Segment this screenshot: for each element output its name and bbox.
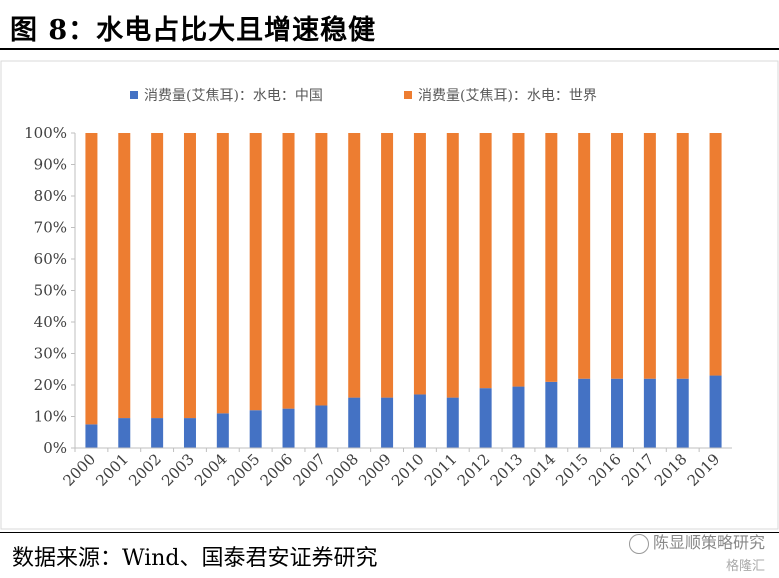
x-tick-label-2016: 2016	[585, 450, 625, 490]
bar-china-2016	[611, 378, 624, 448]
source-divider	[0, 532, 779, 533]
chart-container: 消费量(艾焦耳)：水电：中国 消费量(艾焦耳)：水电：世界 0% 10% 20% 30%…	[0, 60, 779, 530]
bar-china-2001	[118, 418, 131, 448]
bar-china-2002	[151, 418, 164, 448]
bar-world-2015	[578, 133, 591, 379]
legend-swatch-0	[130, 91, 138, 99]
x-tick-label-2013: 2013	[487, 450, 527, 490]
bar-world-2012	[479, 133, 492, 389]
y-tick-label: 50%	[34, 282, 67, 300]
bar-world-2018	[676, 133, 689, 379]
watermark-text: 陈显顺策略研究	[652, 533, 765, 552]
x-tick-label-2012: 2012	[454, 450, 494, 490]
x-tick-label-2017: 2017	[618, 450, 658, 490]
bar-china-2017	[643, 378, 656, 448]
bar-china-2003	[183, 418, 196, 448]
bar-world-2008	[348, 133, 361, 398]
y-tick-label: 30%	[34, 345, 67, 363]
x-tick-label-2019: 2019	[684, 450, 724, 490]
x-tick-label-2005: 2005	[224, 450, 264, 490]
x-tick-label-2002: 2002	[125, 450, 165, 490]
bar-china-2004	[216, 413, 229, 448]
x-tick-label-2018: 2018	[651, 450, 691, 490]
title-divider	[0, 48, 779, 50]
bar-china-2007	[315, 405, 328, 448]
chart-border	[0, 60, 779, 530]
legend-label-0: 消费量(艾焦耳)：水电：中国	[144, 88, 323, 104]
legend: 消费量(艾焦耳)：水电：中国 消费量(艾焦耳)：水电：世界	[130, 88, 597, 104]
bar-world-2017	[643, 133, 656, 379]
bar-china-2000	[85, 424, 98, 448]
bar-world-2011	[446, 133, 459, 398]
bar-china-2015	[578, 378, 591, 448]
bar-china-2006	[282, 408, 295, 448]
bar-world-2005	[249, 133, 262, 411]
y-tick-label: 90%	[34, 156, 67, 174]
x-tick-label-2004: 2004	[191, 450, 231, 490]
watermark-sub: 格隆汇	[725, 559, 765, 574]
bar-china-2009	[381, 397, 394, 448]
x-tick-label-2010: 2010	[388, 450, 428, 490]
bar-world-2009	[381, 133, 394, 398]
bar-world-2004	[216, 133, 229, 414]
bar-world-2003	[183, 133, 196, 419]
y-tick-label: 20%	[34, 376, 67, 394]
x-tick-label-2007: 2007	[289, 450, 329, 490]
stacked-bar-chart: 消费量(艾焦耳)：水电：中国 消费量(艾焦耳)：水电：世界 0% 10% 20% 30%…	[0, 60, 779, 530]
watermark: 陈显顺策略研究 格隆汇	[628, 532, 765, 578]
x-tick-label-2011: 2011	[421, 450, 461, 490]
bar-china-2013	[512, 386, 525, 448]
x-axis: 2000200120022003200420052006200720082009…	[60, 447, 732, 490]
x-tick-label-2001: 2001	[92, 450, 132, 490]
bar-world-2006	[282, 133, 295, 409]
bars	[85, 133, 722, 448]
y-tick-label: 80%	[34, 187, 67, 205]
legend-label-1: 消费量(艾焦耳)：水电：世界	[418, 88, 597, 104]
bar-china-2010	[413, 394, 426, 448]
figure-title: 图 8：水电占比大且增速稳健	[10, 15, 377, 46]
bar-world-2010	[413, 133, 426, 395]
wechat-icon	[628, 533, 649, 554]
x-tick-label-2015: 2015	[552, 450, 592, 490]
x-tick-label-2014: 2014	[519, 450, 559, 490]
y-tick-label: 40%	[34, 313, 67, 331]
x-tick-label-2009: 2009	[355, 450, 395, 490]
bar-world-2000	[85, 133, 98, 425]
bar-world-2001	[118, 133, 131, 419]
x-tick-label-2003: 2003	[158, 450, 198, 490]
bar-china-2018	[676, 378, 689, 448]
y-tick-label: 70%	[34, 219, 67, 237]
bar-world-2002	[151, 133, 164, 419]
x-tick-label-2006: 2006	[257, 450, 297, 490]
y-tick-label: 10%	[34, 408, 67, 426]
bar-world-2019	[709, 133, 722, 376]
x-tick-label-2008: 2008	[322, 450, 362, 490]
bar-world-2013	[512, 133, 525, 387]
bar-world-2007	[315, 133, 328, 406]
bar-china-2008	[348, 397, 361, 448]
source-note: 数据来源：Wind、国泰君安证券研究	[12, 546, 378, 571]
y-tick-label: 60%	[34, 250, 67, 268]
bar-china-2014	[545, 381, 558, 448]
y-tick-label: 0%	[43, 439, 67, 457]
bar-china-2012	[479, 388, 492, 448]
bar-china-2011	[446, 397, 459, 448]
bar-china-2005	[249, 410, 262, 448]
legend-swatch-1	[404, 91, 412, 99]
bar-world-2014	[545, 133, 558, 382]
y-tick-label: 100%	[24, 124, 67, 142]
bar-world-2016	[611, 133, 624, 379]
bar-china-2019	[709, 375, 722, 448]
y-axis: 0% 10% 20% 30% 40% 50% 60% 70% 80% 90% 100%	[24, 124, 76, 457]
